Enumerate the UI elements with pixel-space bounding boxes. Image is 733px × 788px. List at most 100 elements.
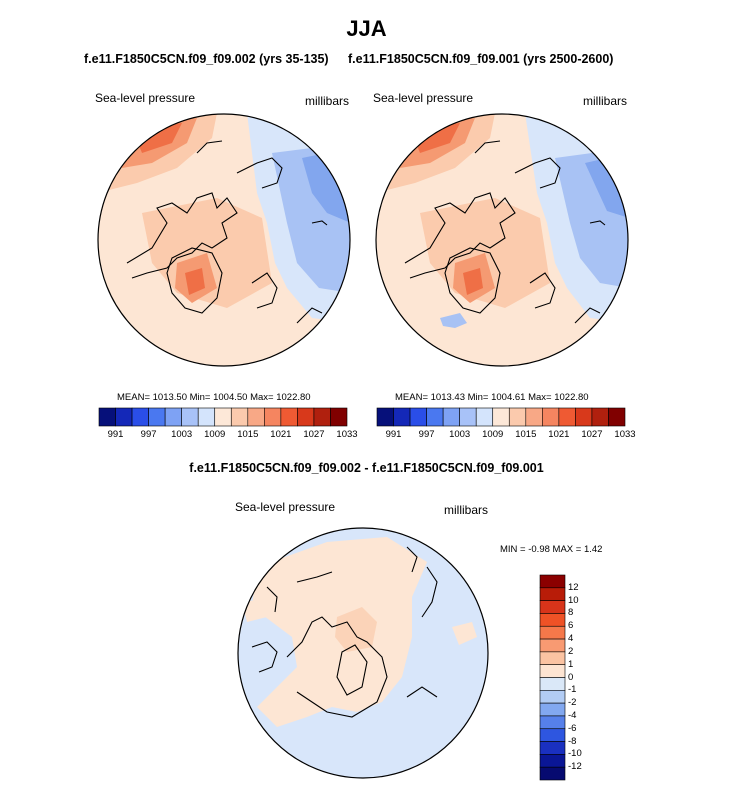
colorbar-swatch bbox=[542, 407, 560, 427]
colorbar-tick-label: 997 bbox=[418, 429, 435, 440]
colorbar-swatch bbox=[164, 407, 182, 427]
colorbar-swatch bbox=[376, 407, 394, 427]
greenland-red-region bbox=[185, 268, 205, 295]
colorbar-swatch bbox=[525, 407, 543, 427]
colorbar-swatch bbox=[264, 407, 282, 427]
coastlines bbox=[404, 140, 606, 324]
small-orange-patch-right bbox=[452, 622, 477, 645]
colorbar-swatch bbox=[539, 728, 566, 742]
map-border bbox=[375, 113, 629, 367]
colorbar-swatch bbox=[508, 407, 527, 427]
colorbar-swatch bbox=[539, 587, 566, 601]
panel-1-title: f.e11.F1850C5CN.f09_f09.002 (yrs 35-135) bbox=[84, 52, 329, 66]
colorbar-tick-label: 1021 bbox=[270, 429, 292, 440]
panel-2-stats: MEAN= 1013.43 Min= 1004.61 Max= 1022.80 bbox=[395, 392, 589, 403]
panel-2-colorbar bbox=[376, 407, 626, 427]
colorbar-tick-label: 1003 bbox=[449, 429, 471, 440]
colorbar-swatch bbox=[539, 690, 566, 704]
colorbar-tick-label: 1015 bbox=[237, 429, 259, 440]
colorbar-tick-label: 4 bbox=[568, 633, 574, 645]
map-border bbox=[97, 113, 351, 367]
colorbar-tick-label: 991 bbox=[385, 429, 402, 440]
colorbar-tick-label: 6 bbox=[568, 620, 574, 632]
colorbar-tick-label: -4 bbox=[568, 709, 577, 721]
colorbar-tick-label: 2 bbox=[568, 645, 574, 657]
colorbar-swatch bbox=[539, 664, 566, 678]
colorbar-tick-label: -1 bbox=[568, 684, 577, 696]
colorbar-tick-label: 10 bbox=[568, 594, 579, 606]
colorbar-tick-label: -2 bbox=[568, 697, 577, 709]
colorbar-swatch bbox=[247, 407, 265, 427]
colorbar-tick-label: -10 bbox=[568, 748, 582, 760]
colorbar-tick-label: -6 bbox=[568, 722, 577, 734]
colorbar-swatch bbox=[442, 407, 460, 427]
panel-3-colorbar bbox=[539, 574, 566, 781]
colorbar-swatch bbox=[591, 407, 609, 427]
panel-3-polar-map bbox=[237, 527, 489, 779]
colorbar-swatch bbox=[539, 651, 566, 665]
colorbar-swatch bbox=[280, 407, 298, 427]
colorbar-swatch bbox=[492, 407, 510, 427]
colorbar-tick-label: 8 bbox=[568, 607, 574, 619]
small-blue-patch bbox=[440, 313, 467, 328]
panel-1-stats: MEAN= 1013.50 Min= 1004.50 Max= 1022.80 bbox=[117, 392, 311, 403]
colorbar-swatch bbox=[539, 702, 566, 717]
colorbar-swatch bbox=[539, 574, 566, 589]
colorbar-tick-label: 1003 bbox=[171, 429, 193, 440]
colorbar-swatch bbox=[475, 407, 494, 427]
colorbar-tick-label: -8 bbox=[568, 735, 577, 747]
panel-3-stats: MIN = -0.98 MAX = 1.42 bbox=[500, 544, 603, 555]
colorbar-tick-label: 1033 bbox=[614, 429, 636, 440]
colorbar-swatch bbox=[297, 407, 315, 427]
colorbar-tick-label: 1027 bbox=[581, 429, 603, 440]
panel-2-left-label: Sea-level pressure bbox=[373, 91, 474, 105]
colorbar-swatch bbox=[539, 625, 566, 640]
colorbar-swatch bbox=[539, 677, 566, 691]
panel-2-right-label: millibars bbox=[583, 94, 628, 108]
colorbar-swatch bbox=[148, 407, 166, 427]
panel-3-right-label: millibars bbox=[444, 503, 489, 517]
colorbar-swatch bbox=[197, 407, 216, 427]
colorbar-swatch bbox=[115, 407, 133, 427]
colorbar-swatch bbox=[539, 638, 566, 653]
colorbar-swatch bbox=[214, 407, 232, 427]
colorbar-swatch bbox=[330, 407, 348, 427]
colorbar-tick-label: 1015 bbox=[515, 429, 537, 440]
colorbar-swatch bbox=[539, 766, 566, 781]
colorbar-swatch bbox=[608, 407, 626, 427]
colorbar-swatch bbox=[539, 754, 566, 768]
map-border bbox=[237, 527, 489, 779]
panel-1-polar-map bbox=[97, 113, 351, 367]
panel-3-title: f.e11.F1850C5CN.f09_f09.002 - f.e11.F185… bbox=[189, 461, 544, 475]
colorbar-swatch bbox=[393, 407, 411, 427]
colorbar-tick-label: 1 bbox=[568, 658, 574, 670]
colorbar-swatch bbox=[459, 407, 477, 427]
colorbar-swatch bbox=[98, 407, 116, 427]
panel-1-left-label: Sea-level pressure bbox=[95, 91, 196, 105]
coastlines bbox=[251, 546, 438, 718]
colorbar-tick-label: -12 bbox=[568, 761, 582, 773]
main-title: JJA bbox=[346, 16, 387, 41]
panel-2-polar-map bbox=[375, 113, 629, 367]
colorbar-tick-label: 1027 bbox=[303, 429, 325, 440]
panel-3-left-label: Sea-level pressure bbox=[235, 500, 336, 514]
colorbar-tick-label: 0 bbox=[568, 671, 574, 683]
colorbar-swatch bbox=[230, 407, 249, 427]
colorbar-tick-label: 1009 bbox=[204, 429, 226, 440]
colorbar-swatch bbox=[539, 715, 566, 730]
colorbar-swatch bbox=[539, 741, 566, 755]
colorbar-swatch bbox=[409, 407, 427, 427]
positive-diff-patch bbox=[335, 607, 377, 652]
colorbar-swatch bbox=[131, 407, 149, 427]
colorbar-swatch bbox=[539, 600, 566, 614]
panel-1-right-label: millibars bbox=[305, 94, 350, 108]
colorbar-tick-label: 991 bbox=[107, 429, 124, 440]
greenland-red-region bbox=[463, 268, 483, 295]
colorbar-tick-label: 12 bbox=[568, 581, 579, 593]
colorbar-swatch bbox=[558, 407, 576, 427]
colorbar-tick-label: 1021 bbox=[548, 429, 570, 440]
colorbar-swatch bbox=[539, 613, 566, 627]
panel-1-colorbar bbox=[98, 407, 348, 427]
colorbar-tick-label: 997 bbox=[140, 429, 157, 440]
panel-2-title: f.e11.F1850C5CN.f09_f09.001 (yrs 2500-26… bbox=[348, 52, 614, 66]
